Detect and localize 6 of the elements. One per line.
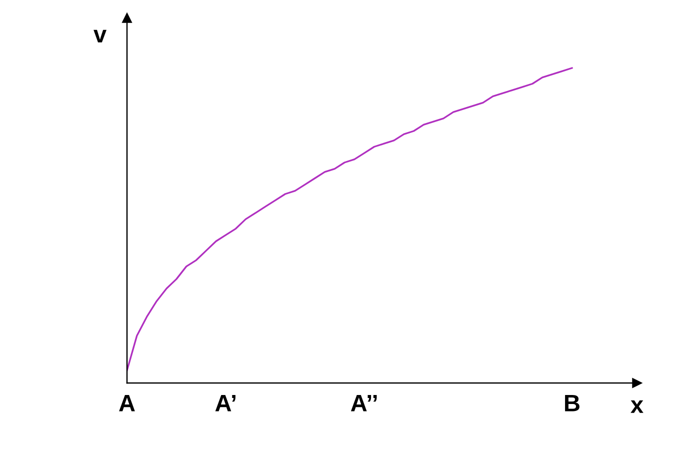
x-tick-label: A’ [215, 394, 236, 412]
x-tick-label: A [119, 394, 135, 412]
x-tick-label: B [565, 394, 580, 412]
x-tick-label: A’’ [350, 394, 377, 412]
x-axis-title: x [630, 400, 644, 413]
y-axis-title: v [94, 30, 106, 42]
